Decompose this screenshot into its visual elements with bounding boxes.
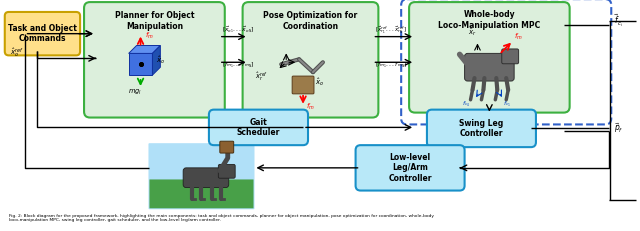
Text: $mg_l$: $mg_l$ [127, 88, 141, 97]
FancyBboxPatch shape [409, 2, 570, 112]
Text: $\vec{p}_f$: $\vec{p}_f$ [614, 122, 624, 135]
Text: $[\vec{x}_{r_1}^{ref}...\vec{x}_{r_N}^{ref}]$: $[\vec{x}_{r_1}^{ref}...\vec{x}_{r_N}^{r… [376, 24, 407, 36]
FancyBboxPatch shape [4, 12, 80, 55]
Text: Fig. 2: Block diagram for the proposed framework, highlighting the main componen: Fig. 2: Block diagram for the proposed f… [9, 214, 434, 222]
FancyBboxPatch shape [84, 2, 225, 118]
Text: $f_m$: $f_m$ [306, 102, 315, 112]
FancyBboxPatch shape [220, 141, 234, 153]
Text: $\vec{f}_{c_i}$: $\vec{f}_{c_i}$ [614, 13, 623, 29]
FancyBboxPatch shape [209, 110, 308, 145]
FancyBboxPatch shape [183, 168, 228, 188]
Text: Gait
Scheduler: Gait Scheduler [237, 118, 280, 137]
Text: $[f_{m_1}...f_{m_N}]$: $[f_{m_1}...f_{m_N}]$ [376, 60, 408, 70]
FancyBboxPatch shape [243, 2, 378, 118]
Text: $f_m$: $f_m$ [514, 32, 523, 42]
Polygon shape [129, 53, 152, 75]
FancyBboxPatch shape [356, 145, 465, 191]
Text: $f_m$: $f_m$ [145, 31, 154, 41]
Text: $\hat{x}_o^{ref}$: $\hat{x}_o^{ref}$ [10, 47, 24, 60]
FancyBboxPatch shape [150, 179, 253, 208]
Text: Whole-body
Loco-Manipulation MPC: Whole-body Loco-Manipulation MPC [438, 10, 541, 30]
Text: Swing Leg
Controller: Swing Leg Controller [460, 119, 504, 138]
Text: $[\vec{x}_{o_1}...\vec{x}_{o_N}]$: $[\vec{x}_{o_1}...\vec{x}_{o_N}]$ [222, 24, 254, 35]
Polygon shape [152, 46, 161, 75]
FancyBboxPatch shape [148, 143, 255, 209]
FancyBboxPatch shape [427, 110, 536, 147]
FancyBboxPatch shape [292, 76, 314, 94]
Text: Pose Optimization for
Coordination: Pose Optimization for Coordination [264, 11, 358, 30]
Text: Low-level
Leg/Arm
Controller: Low-level Leg/Arm Controller [388, 153, 432, 183]
Text: Task and Object
Commands: Task and Object Commands [8, 24, 77, 43]
Text: $\hat{x}_o$: $\hat{x}_o$ [156, 55, 166, 67]
Text: $\hat{x}_r^{ref}$: $\hat{x}_r^{ref}$ [255, 70, 268, 84]
Text: Planner for Object
Manipulation: Planner for Object Manipulation [115, 11, 194, 30]
Polygon shape [129, 46, 161, 53]
Text: $[f_{m_1}...f_{m_N}]$: $[f_{m_1}...f_{m_N}]$ [222, 60, 254, 70]
Text: $\hat{x}_r$: $\hat{x}_r$ [468, 26, 476, 38]
FancyBboxPatch shape [218, 164, 235, 178]
Text: $\hat{x}_o$: $\hat{x}_o$ [315, 77, 324, 88]
Text: $f_{c_4}$: $f_{c_4}$ [461, 100, 470, 109]
FancyBboxPatch shape [465, 53, 514, 81]
FancyBboxPatch shape [502, 49, 518, 64]
Text: $f_{c_1}$: $f_{c_1}$ [503, 100, 511, 109]
